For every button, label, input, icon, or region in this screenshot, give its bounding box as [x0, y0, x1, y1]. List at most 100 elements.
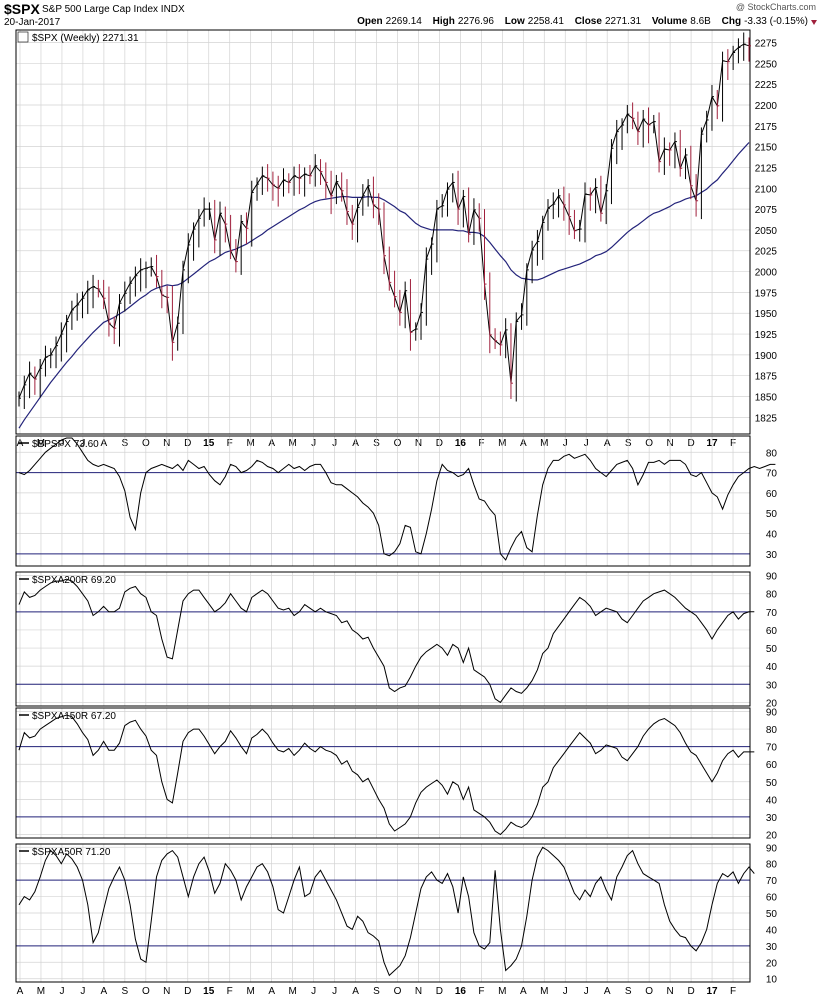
- symbol-description: S&P 500 Large Cap Index INDX: [42, 4, 185, 15]
- x-tick-label: N: [415, 986, 422, 997]
- indicator-line: [18, 437, 776, 561]
- y-tick-label: 1925: [755, 330, 778, 341]
- x-tick-label: D: [687, 986, 694, 997]
- quote-date: 20-Jan-2017: [4, 17, 61, 28]
- open-label: Open: [357, 16, 383, 27]
- open-value: 2269.14: [385, 16, 422, 27]
- x-tick-label: J: [311, 986, 316, 997]
- x-tick-label: M: [498, 986, 506, 997]
- y-tick-label: 2075: [755, 205, 778, 216]
- y-tick-label: 60: [766, 893, 778, 904]
- panel-label: $SPX (Weekly) 2271.31: [32, 33, 139, 44]
- watermark: @ StockCharts.com: [735, 2, 816, 12]
- x-tick-label: F: [227, 986, 233, 997]
- y-tick-label: 40: [766, 662, 778, 673]
- x-tick-label: S: [373, 986, 380, 997]
- chg-label: Chg: [721, 16, 742, 27]
- y-tick-label: 30: [766, 813, 778, 824]
- y-tick-label: 20: [766, 958, 778, 969]
- panel-frame: [15, 571, 751, 707]
- y-tick-label: 2275: [755, 38, 778, 49]
- y-tick-label: 80: [766, 590, 778, 601]
- x-tick-label: 16: [455, 986, 467, 997]
- low-value: 2258.41: [527, 16, 564, 27]
- y-tick-label: 90: [766, 572, 778, 583]
- moving-average-line: [18, 142, 750, 429]
- y-tick-label: 50: [766, 644, 778, 655]
- y-tick-label: 2200: [755, 101, 778, 112]
- panel-label: $SPXA200R 69.20: [32, 575, 116, 586]
- low-label: Low: [504, 16, 525, 27]
- y-tick-label: 80: [766, 860, 778, 871]
- y-tick-label: 40: [766, 795, 778, 806]
- x-tick-label: 15: [203, 986, 215, 997]
- chart-header: $SPX S&P 500 Large Cap Index INDX 20-Jan…: [0, 0, 820, 30]
- x-tick-label: J: [80, 986, 85, 997]
- x-tick-label: M: [37, 986, 45, 997]
- y-tick-label: 1825: [755, 413, 778, 424]
- panel-frame: [15, 843, 751, 983]
- x-tick-label: A: [268, 986, 275, 997]
- x-tick-label: 17: [706, 986, 718, 997]
- y-tick-label: 70: [766, 608, 778, 619]
- panel-label: $SPXA50R 71.20: [32, 847, 111, 858]
- y-tick-label: 2100: [755, 184, 778, 195]
- x-tick-label: A: [520, 986, 527, 997]
- panel-2: 30 40 50 60 70 80 $BPSPX 73.60: [15, 435, 778, 567]
- y-tick-label: 30: [766, 550, 778, 561]
- y-tick-label: 40: [766, 530, 778, 541]
- y-tick-label: 30: [766, 942, 778, 953]
- high-label: High: [432, 16, 455, 27]
- y-tick-label: 70: [766, 743, 778, 754]
- x-tick-label: M: [540, 986, 548, 997]
- panel-3: 20 30 40 50 60 70 80 90 $SPXA200R 69.20: [15, 571, 778, 709]
- x-tick-label: O: [394, 986, 402, 997]
- y-tick-label: 50: [766, 509, 778, 520]
- panel-5: 10 20 30 40 50 60 70 80 90 $SPXA50R 71.20 A M J J A S O N…: [15, 843, 778, 997]
- y-tick-label: 50: [766, 909, 778, 920]
- x-tick-label: F: [730, 986, 736, 997]
- y-tick-label: 2125: [755, 163, 778, 174]
- x-tick-label: J: [584, 986, 589, 997]
- x-tick-label: A: [17, 986, 24, 997]
- x-tick-label: A: [352, 986, 359, 997]
- panel-label: $BPSPX 73.60: [32, 439, 99, 450]
- x-tick-label: N: [666, 986, 673, 997]
- y-tick-label: 2025: [755, 247, 778, 258]
- ohlc-legend-icon: [17, 31, 29, 43]
- panel-frame: [15, 707, 751, 839]
- y-tick-label: 20: [766, 830, 778, 841]
- x-tick-label: D: [436, 986, 443, 997]
- x-tick-label: D: [184, 986, 191, 997]
- y-tick-label: 90: [766, 843, 778, 854]
- y-tick-label: 10: [766, 975, 778, 986]
- y-tick-label: 1875: [755, 372, 778, 383]
- y-tick-label: 20: [766, 698, 778, 709]
- x-tick-label: J: [59, 986, 64, 997]
- y-tick-label: 2150: [755, 143, 778, 154]
- y-tick-label: 70: [766, 876, 778, 887]
- y-tick-label: 70: [766, 469, 778, 480]
- y-tick-label: 2225: [755, 80, 778, 91]
- y-tick-label: 80: [766, 448, 778, 459]
- x-tick-label: F: [478, 986, 484, 997]
- panel-1: 1825 1850 1875 1900 1925 1950 1975 2000 2025 2050…: [15, 29, 778, 449]
- y-tick-label: 60: [766, 626, 778, 637]
- panel-label: $SPXA150R 67.20: [32, 711, 116, 722]
- y-tick-label: 1900: [755, 351, 778, 362]
- y-tick-label: 2250: [755, 59, 778, 70]
- x-tick-label: J: [332, 986, 337, 997]
- indicator-line: [18, 714, 755, 836]
- high-value: 2276.96: [457, 16, 494, 27]
- y-tick-label: 60: [766, 489, 778, 500]
- y-tick-label: 40: [766, 925, 778, 936]
- indicator-line: [18, 846, 755, 977]
- x-tick-label: A: [604, 986, 611, 997]
- x-tick-label: A: [101, 986, 108, 997]
- volume-value: 8.6B: [690, 16, 711, 27]
- y-tick-label: 80: [766, 725, 778, 736]
- y-tick-label: 90: [766, 708, 778, 719]
- y-tick-label: 50: [766, 778, 778, 789]
- indicator-line: [18, 578, 755, 704]
